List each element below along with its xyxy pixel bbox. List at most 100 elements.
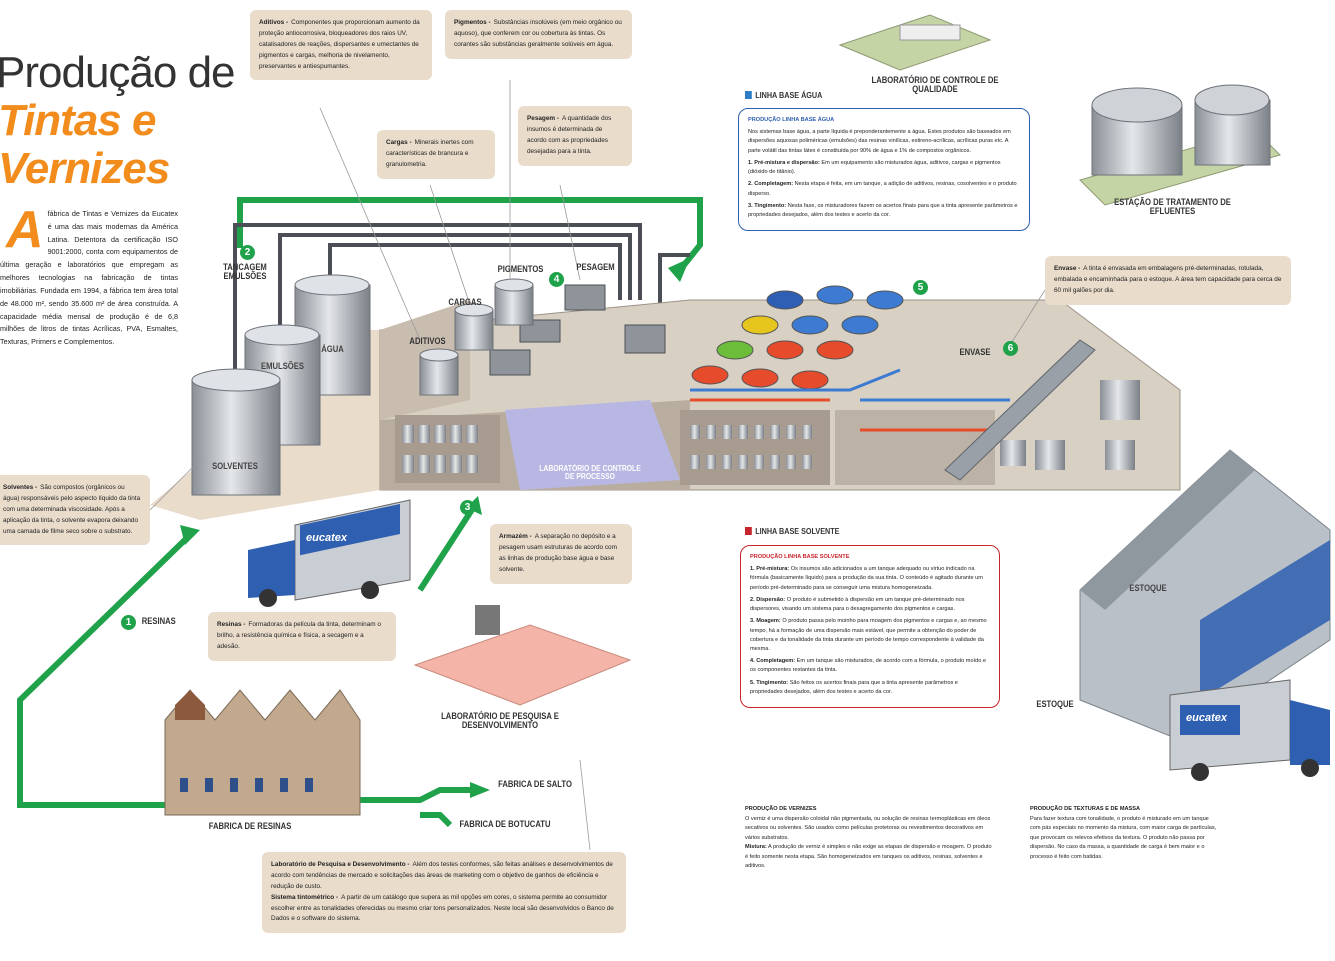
callout: Armazém -A separação no depósito e a pes… [490,524,632,584]
brand: eucatex [306,532,347,544]
term: 3. Moagem: [750,618,781,624]
box-item: 2. Dispersão: O produto é submetido à di… [750,596,990,614]
label: ESTOQUE [1123,584,1174,593]
swatch [745,91,752,99]
varnish-title: PRODUÇÃO DE VERNIZES [745,805,995,815]
text: A produção de verniz é simples e não exi… [745,844,992,869]
lab-bench [900,25,960,40]
label: TANCAGEM EMULSÕES [211,263,279,282]
box-item: 3. Moagem: O produto passa pelo moinho p… [750,617,990,654]
text: O produto passa pelo moinho para moagem … [750,618,987,652]
box-item: 3. Tingimento: Nesta fase, os misturador… [748,202,1020,220]
rd-equipment [475,605,500,635]
callout: Laboratório de Pesquisa e Desenvolviment… [262,852,626,933]
label: ÁGUA [313,345,351,354]
label: ESTAÇÃO DE TRATAMENTO DE EFLUENTES [1107,198,1239,217]
label: LABORATÓRIO DE CONTROLE DE PROCESSO [535,465,646,482]
term: Mistura: [745,844,767,850]
term: Resinas - [217,621,245,628]
term: Pesagem - [527,115,559,122]
label: ENVASE [954,348,997,357]
label: LABORATÓRIO DE CONTROLE DE QUALIDADE [871,76,999,95]
box-item: 5. Tingimento: São feitos os acertos fin… [750,679,990,697]
page: Produção de Tintas e Vernizes Afábrica d… [0,0,1335,961]
label: FABRICA DE RESINAS [195,822,306,831]
box-text: Nos sistemas base água, a parte líquida … [748,128,1020,156]
title: Tintas e [0,96,155,146]
step-marker: 3 [460,500,475,515]
step-marker: 6 [1003,341,1018,356]
step-marker: 4 [549,272,564,287]
callout: Resinas -Formadoras da película da tinta… [208,612,396,661]
label: PESAGEM [572,263,619,272]
swatch [745,527,752,535]
box-item: 4. Completagem: Em um tanque são mistura… [750,657,990,675]
step-marker: 2 [240,245,255,260]
text: A tinta é envasada em embalagens pré-det… [1054,265,1281,294]
heading-text: LINHA BASE SOLVENTE [755,526,839,536]
label: RESINAS [142,617,185,626]
brand: eucatex [1186,712,1227,724]
label: PIGMENTOS [493,265,548,274]
drop-cap: A [6,210,44,250]
ete-tanks [1092,85,1270,175]
term: Pigmentos - [454,19,491,26]
label: FABRICA DE SALTO [488,780,582,789]
term: 5. Tingimento: [750,680,788,686]
rd-lab [415,625,630,705]
term: Cargas - [386,139,412,146]
term: Sistema tintométrico - [271,894,338,901]
varnish-text: Mistura: A produção de verniz é simples … [745,843,995,872]
varnish: PRODUÇÃO DE VERNIZES O verniz é uma disp… [745,805,995,872]
texture: PRODUÇÃO DE TEXTURAS E DE MASSA Para faz… [1030,805,1220,862]
term: 2. Dispersão: [750,597,785,603]
texture-text: Para fazer textura com tonalidade, o pro… [1030,815,1220,863]
callout: Pigmentos -Substâncias insolúveis (em me… [445,10,632,59]
box-title: PRODUÇÃO LINHA BASE SOLVENTE [750,553,990,562]
step-marker: 1 [121,615,136,630]
term: Solventes - [3,484,37,491]
text: Nesta fase, os misturadores fazem os ace… [748,203,1017,218]
text: Componentes que proporcionam aumento da … [259,19,420,70]
line-heading: LINHA BASE ÁGUA [745,90,822,100]
label: EMULSÕES [255,362,310,371]
term: 1. Pré-mistura e dispersão: [748,160,820,166]
texture-title: PRODUÇÃO DE TEXTURAS E DE MASSA [1030,805,1220,815]
callout: Pesagem -A quantidade dos insumos é dete… [518,106,632,166]
title: Produção de [0,48,235,98]
heading-text: LINHA BASE ÁGUA [755,90,822,100]
term: Laboratório de Pesquisa e Desenvolviment… [271,861,410,868]
truck [248,500,410,607]
term: Armazém - [499,533,532,540]
text: São compostos (orgânicos ou água) respon… [3,484,140,535]
term: 2. Completagem: [748,181,793,187]
quality-lab [840,15,990,70]
label: CARGAS [444,298,487,307]
step-marker: 5 [913,280,928,295]
title: Vernizes [0,144,169,194]
label: SOLVENTES [201,462,269,471]
storage [680,410,830,485]
label: FABRICA DE BOTUCATU [454,820,556,829]
callout: Envase -A tinta é envasada em embalagens… [1045,256,1291,305]
callout: Aditivos -Componentes que proporcionam a… [250,10,432,80]
box-item: 1. Pré-mistura e dispersão: Em um equipa… [748,159,1020,177]
term: 3. Tingimento: [748,203,786,209]
water-line-box: PRODUÇÃO LINHA BASE ÁGUA Nos sistemas ba… [738,108,1030,231]
term: 4. Completagem: [750,658,795,664]
term: Aditivos - [259,19,288,26]
callout: Cargas -Minerais inertes com característ… [377,130,495,179]
box-title: PRODUÇÃO LINHA BASE ÁGUA [748,116,1020,125]
solvent-line-box: PRODUÇÃO LINHA BASE SOLVENTE 1. Pré-mist… [740,545,1000,708]
label: LABORATÓRIO DE PESQUISA E DESENVOLVIMENT… [432,712,568,731]
box-item: 2. Completagem: Nesta etapa é feita, em … [748,180,1020,198]
box-item: 1. Pré-mistura: Os insumos são adicionad… [750,565,990,593]
varnish-text: O verniz é uma dispersão coloidal não pi… [745,815,995,844]
label: ADITIVOS [404,337,451,346]
callout: Solventes -São compostos (orgânicos ou á… [0,475,150,545]
resin-factory [165,690,360,815]
truck [1170,680,1330,781]
term: Envase - [1054,265,1080,272]
line-heading: LINHA BASE SOLVENTE [745,526,840,536]
